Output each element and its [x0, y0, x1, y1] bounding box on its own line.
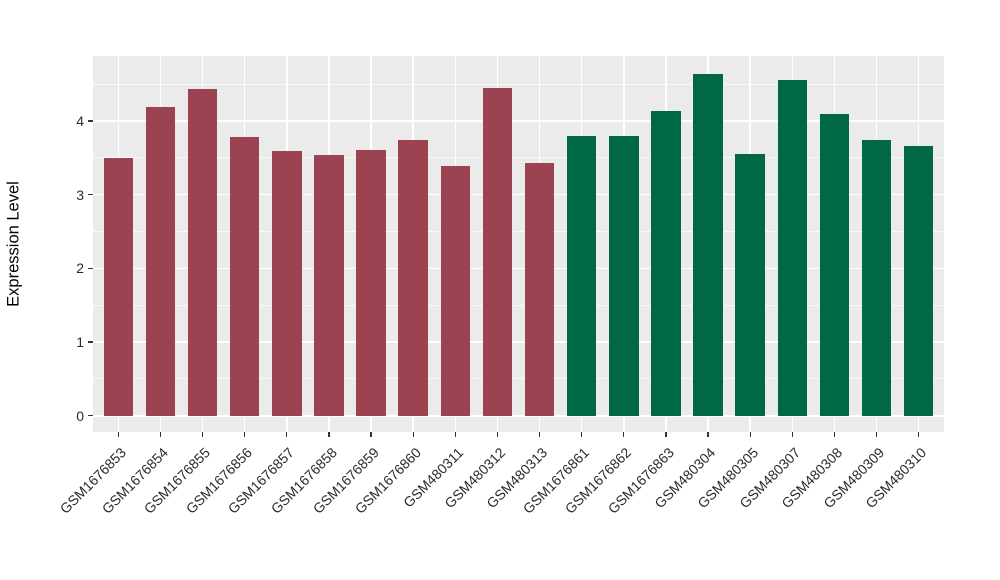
y-tick-label: 4 — [76, 112, 84, 129]
y-gridline-minor — [93, 157, 944, 159]
x-tick-mark — [159, 432, 162, 437]
x-tick-mark — [454, 432, 456, 437]
bar — [609, 136, 639, 416]
bar — [440, 165, 471, 416]
x-tick-mark — [623, 432, 625, 437]
y-tick-label: 2 — [76, 260, 84, 277]
y-gridline-minor — [93, 230, 944, 232]
y-tick-mark — [88, 415, 93, 417]
x-tick-mark — [707, 432, 709, 437]
x-tick-mark — [117, 432, 119, 437]
y-tick-label: 0 — [76, 407, 84, 424]
bar — [145, 106, 176, 416]
y-tick-label: 1 — [76, 334, 84, 351]
y-gridline-minor — [93, 378, 944, 380]
x-tick-mark — [791, 432, 793, 437]
x-tick-mark — [412, 432, 414, 437]
x-tick-mark — [875, 432, 878, 437]
y-tick-mark — [88, 120, 93, 122]
x-tick-mark — [665, 432, 667, 437]
y-tick-mark — [88, 341, 93, 343]
bar — [398, 140, 428, 416]
bar — [103, 158, 134, 416]
y-tick-mark — [88, 193, 93, 196]
bar — [777, 79, 808, 416]
y-axis-title: Expression Level — [4, 181, 23, 307]
x-tick-mark — [918, 432, 920, 437]
x-tick-mark — [833, 432, 836, 437]
y-gridline-major — [93, 193, 944, 196]
x-tick-mark — [201, 432, 204, 437]
bar — [187, 89, 218, 416]
plot-panel — [93, 56, 944, 432]
y-gridline-minor — [93, 304, 944, 306]
bar — [735, 154, 765, 416]
x-tick-mark — [538, 432, 541, 437]
y-gridline-major — [93, 267, 944, 270]
x-tick-mark — [496, 432, 499, 437]
x-tick-mark — [286, 432, 288, 437]
bar — [229, 137, 260, 416]
x-tick-mark — [370, 432, 372, 437]
bar — [819, 113, 850, 416]
bar — [861, 140, 892, 416]
x-tick-mark — [328, 432, 330, 437]
y-gridline-minor — [93, 83, 944, 85]
bar — [272, 151, 302, 416]
y-gridline-major — [93, 120, 944, 122]
bar — [693, 74, 723, 416]
y-tick-label: 3 — [76, 186, 84, 203]
x-tick-mark — [244, 432, 246, 437]
bar — [524, 162, 555, 416]
x-tick-mark — [749, 432, 751, 437]
bar — [651, 111, 681, 416]
bar — [356, 149, 386, 416]
bar — [903, 145, 934, 416]
x-tick-mark — [581, 432, 583, 437]
y-gridline-major — [93, 415, 944, 417]
bar — [566, 135, 597, 416]
y-tick-mark — [88, 267, 93, 269]
bar — [314, 154, 344, 416]
bar — [482, 87, 513, 416]
y-gridline-major — [93, 341, 944, 343]
